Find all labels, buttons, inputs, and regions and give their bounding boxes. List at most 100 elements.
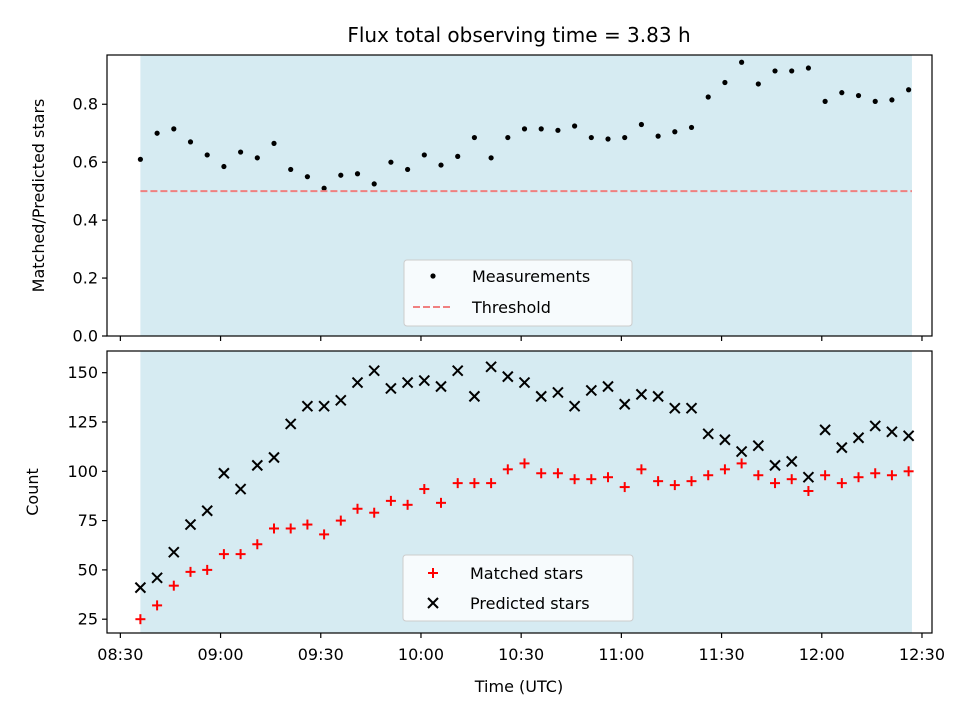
predicted-point-15 bbox=[385, 382, 397, 395]
predicted-point-28 bbox=[602, 380, 614, 393]
matched-point-12 bbox=[335, 515, 346, 526]
matched-point-27 bbox=[586, 474, 597, 485]
predicted-point-39 bbox=[786, 455, 798, 468]
predicted-point-7 bbox=[251, 459, 264, 472]
measurement-point-23 bbox=[521, 126, 528, 132]
measurement-point-8 bbox=[271, 140, 277, 146]
matched-point-25 bbox=[552, 468, 563, 479]
predicted-point-35 bbox=[719, 434, 731, 446]
predicted-point-13 bbox=[351, 376, 364, 389]
bottom-xtick-label-0: 08:30 bbox=[97, 645, 143, 664]
matched-point-19 bbox=[452, 478, 463, 489]
predicted-point-2 bbox=[168, 546, 180, 558]
predicted-point-24 bbox=[535, 390, 547, 403]
matched-point-9 bbox=[285, 523, 296, 534]
measurement-point-37 bbox=[755, 81, 761, 87]
predicted-point-42 bbox=[836, 441, 848, 454]
bottom-xtick-label-1: 09:00 bbox=[198, 645, 244, 664]
matched-point-34 bbox=[703, 470, 714, 481]
matched-point-8 bbox=[269, 523, 280, 534]
predicted-point-6 bbox=[234, 483, 247, 495]
predicted-point-5 bbox=[218, 467, 230, 479]
predicted-point-41 bbox=[819, 424, 831, 436]
measurement-point-33 bbox=[688, 124, 695, 131]
predicted-point-26 bbox=[568, 400, 581, 412]
matched-point-11 bbox=[319, 529, 330, 540]
matched-point-42 bbox=[836, 478, 847, 489]
bottom-xtick-label-4: 10:30 bbox=[498, 645, 544, 664]
predicted-point-1 bbox=[151, 572, 163, 584]
predicted-point-18 bbox=[435, 380, 447, 393]
matched-star-points bbox=[135, 458, 914, 625]
measurement-point-28 bbox=[605, 136, 611, 142]
predicted-point-44 bbox=[869, 420, 881, 432]
predicted-point-37 bbox=[752, 439, 765, 452]
measurement-point-32 bbox=[672, 129, 678, 135]
measurement-point-25 bbox=[555, 127, 561, 133]
measurement-point-39 bbox=[789, 68, 795, 74]
matched-point-0 bbox=[135, 614, 146, 625]
measurement-point-34 bbox=[705, 94, 711, 100]
measurement-point-13 bbox=[354, 171, 361, 177]
measurement-point-12 bbox=[338, 172, 344, 178]
predicted-point-25 bbox=[552, 386, 564, 399]
matched-point-13 bbox=[352, 503, 363, 514]
matched-point-37 bbox=[753, 470, 764, 481]
top-ytick-label-0: 0.0 bbox=[73, 327, 98, 346]
legend-measurements-marker bbox=[430, 273, 436, 279]
measurement-point-29 bbox=[622, 134, 628, 141]
legend-predicted-label: Predicted stars bbox=[470, 594, 590, 613]
chart-title: Flux total observing time = 3.83 h bbox=[347, 23, 690, 47]
bottom-panel: 25 50 75 100 125 150 08:30 09:00 09:30 10:00 10:3… bbox=[23, 350, 945, 696]
bottom-x-axis: 08:30 09:00 09:30 10:00 10:30 11:00 11:30 12:00… bbox=[97, 633, 945, 664]
top-panel: 0.00.20.40.60.8 Matched/Predicted stars … bbox=[29, 54, 933, 346]
bottom-y-axis: 25 50 75 100 125 150 bbox=[67, 363, 107, 629]
predicted-point-9 bbox=[284, 418, 297, 430]
bottom-legend: Matched stars Predicted stars bbox=[402, 554, 634, 622]
predicted-point-27 bbox=[585, 384, 598, 397]
predicted-star-points bbox=[134, 361, 915, 594]
legend-x-glyph bbox=[427, 597, 439, 609]
matched-point-10 bbox=[302, 519, 313, 530]
predicted-point-20 bbox=[468, 390, 481, 403]
matched-point-17 bbox=[419, 484, 430, 495]
matched-point-16 bbox=[402, 499, 413, 510]
matched-point-30 bbox=[636, 464, 647, 475]
predicted-point-8 bbox=[268, 451, 280, 464]
predicted-point-10 bbox=[301, 400, 314, 412]
measurement-point-22 bbox=[505, 134, 511, 141]
bottom-ytick-label-1: 50 bbox=[78, 560, 98, 579]
predicted-point-16 bbox=[401, 376, 414, 389]
predicted-point-45 bbox=[886, 426, 898, 438]
measurement-point-27 bbox=[588, 134, 594, 141]
measurement-point-9 bbox=[288, 166, 294, 173]
bottom-ytick-label-0: 25 bbox=[78, 610, 98, 629]
measurement-point-44 bbox=[872, 98, 878, 104]
matched-point-46 bbox=[903, 466, 914, 477]
matched-point-7 bbox=[252, 539, 263, 550]
predicted-point-34 bbox=[702, 428, 714, 440]
matched-point-1 bbox=[152, 600, 163, 611]
top-ytick-label-4: 0.8 bbox=[73, 95, 98, 114]
measurement-point-31 bbox=[655, 133, 661, 139]
predicted-point-17 bbox=[418, 374, 431, 387]
matched-point-3 bbox=[185, 566, 196, 577]
measurement-point-38 bbox=[772, 68, 778, 74]
measurement-point-7 bbox=[254, 155, 260, 161]
top-measurement-points bbox=[137, 59, 912, 191]
matched-point-45 bbox=[886, 470, 897, 481]
predicted-point-43 bbox=[852, 432, 865, 444]
measurement-point-11 bbox=[321, 185, 327, 191]
measurement-point-17 bbox=[421, 152, 427, 158]
measurement-point-3 bbox=[187, 139, 194, 145]
predicted-point-14 bbox=[368, 365, 380, 377]
matched-point-26 bbox=[569, 474, 580, 485]
measurement-point-6 bbox=[238, 149, 244, 155]
bottom-xtick-label-8: 12:30 bbox=[899, 645, 945, 664]
matched-point-20 bbox=[469, 478, 480, 489]
matched-point-31 bbox=[653, 476, 664, 487]
bottom-plot-frame bbox=[106, 350, 933, 634]
top-ytick-label-2: 0.4 bbox=[73, 211, 98, 230]
matched-point-23 bbox=[519, 458, 530, 469]
